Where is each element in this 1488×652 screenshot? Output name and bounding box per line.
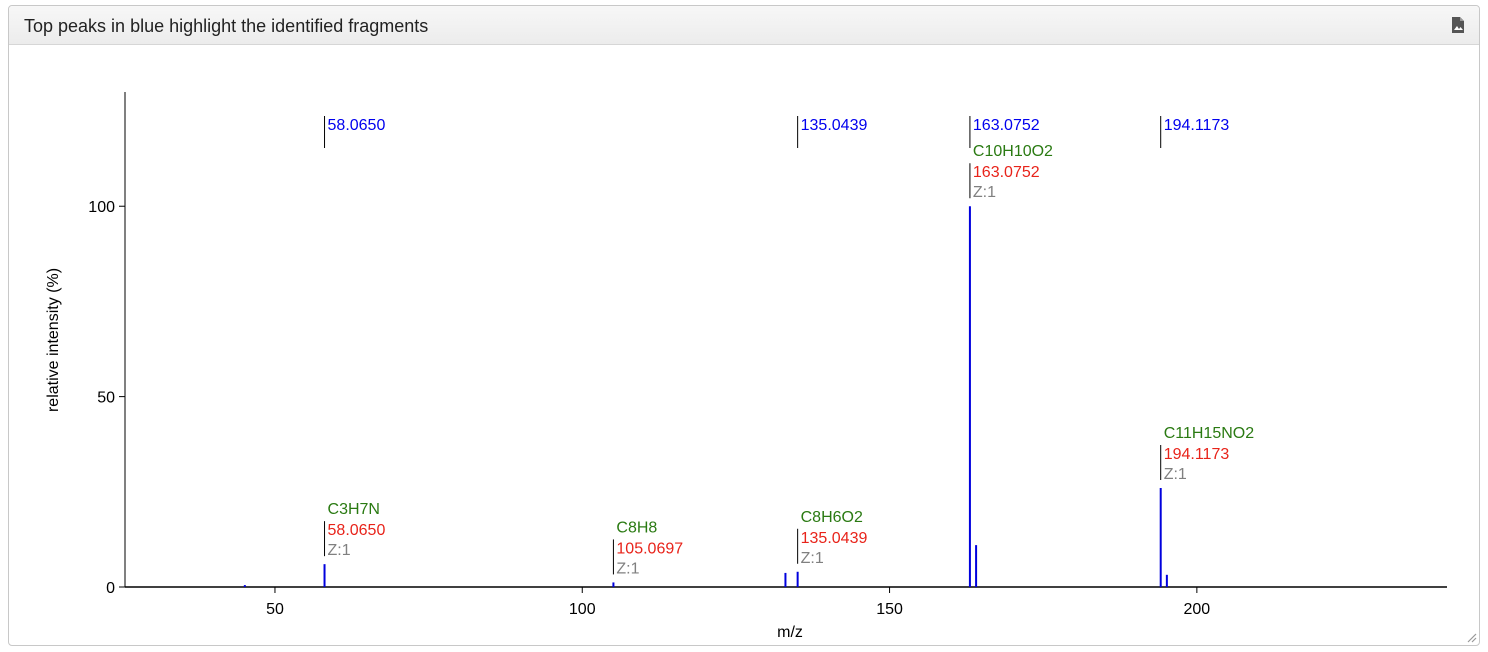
x-axis-label: m/z (777, 624, 803, 641)
annotation-charge: Z:1 (1164, 466, 1187, 483)
resize-grip[interactable] (1467, 633, 1477, 643)
x-tick-label: 150 (876, 601, 903, 618)
y-tick-label: 50 (97, 390, 115, 407)
annotation-charge: Z:1 (973, 184, 996, 201)
panel-header: Top peaks in blue highlight the identifi… (9, 6, 1479, 45)
annotation-charge: Z:1 (616, 560, 639, 577)
x-tick-label: 200 (1184, 601, 1211, 618)
x-tick-label: 100 (569, 601, 596, 618)
top-label: 135.0439 (801, 117, 868, 134)
annotation-formula: C3H7N (328, 501, 380, 518)
top-label: 194.1173 (1164, 117, 1230, 134)
top-label: 163.0752 (973, 117, 1040, 134)
annotation-formula: C8H6O2 (801, 509, 863, 526)
annotation-mass: 105.0697 (616, 540, 683, 557)
annotation-formula: C8H8 (616, 519, 657, 536)
annotation-mass: 135.0439 (801, 530, 868, 547)
annotation-mass: 58.0650 (328, 522, 386, 539)
panel-title: Top peaks in blue highlight the identifi… (24, 16, 429, 36)
annotation-charge: Z:1 (801, 550, 824, 567)
annotation-mass: 194.1173 (1164, 446, 1230, 463)
top-label: 58.0650 (328, 117, 386, 134)
panel: Top peaks in blue highlight the identifi… (8, 5, 1480, 646)
y-axis-label: relative intensity (%) (45, 268, 62, 412)
annotation-formula: C11H15NO2 (1164, 425, 1255, 442)
annotation-formula: C10H10O2 (973, 143, 1053, 160)
y-tick-label: 100 (88, 199, 115, 216)
x-tick-label: 50 (266, 601, 284, 618)
annotation-charge: Z:1 (328, 542, 351, 559)
annotation-mass: 163.0752 (973, 164, 1040, 181)
y-tick-label: 0 (106, 580, 115, 597)
export-icon[interactable] (1451, 16, 1465, 34)
